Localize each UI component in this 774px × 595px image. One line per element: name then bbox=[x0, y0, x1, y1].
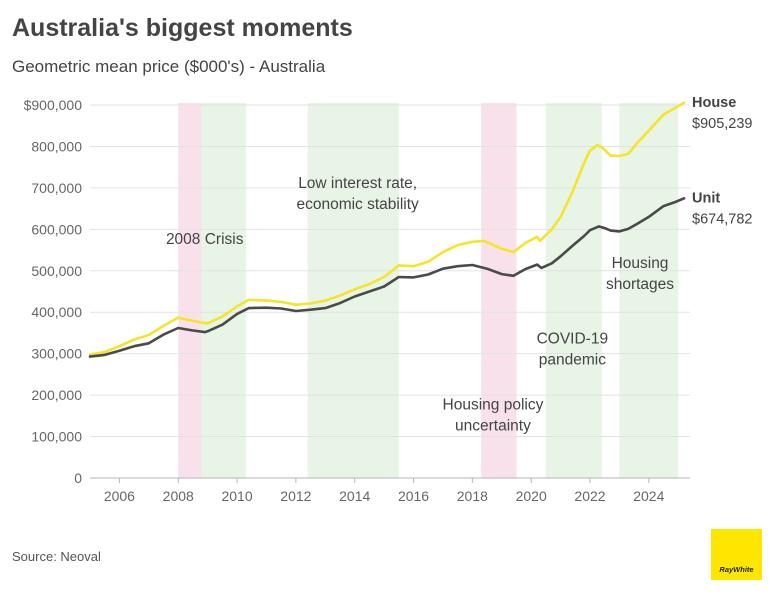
x-tick-label: 2012 bbox=[280, 488, 311, 504]
x-tick-label: 2008 bbox=[163, 488, 194, 504]
event-band-3 bbox=[481, 103, 517, 478]
grid-lines bbox=[90, 104, 690, 479]
y-tick-label: $900,000 bbox=[24, 97, 83, 113]
chart-title: Australia's biggest moments bbox=[12, 14, 353, 42]
event-annotation: 2008 Crisis bbox=[166, 231, 244, 248]
y-tick-label: 600,000 bbox=[31, 221, 82, 237]
logo-text: RayWhite bbox=[719, 565, 754, 574]
event-band-1 bbox=[201, 103, 246, 478]
series-lines bbox=[88, 101, 686, 358]
series-end-labels: House $905,239 Unit $674,782 bbox=[692, 95, 752, 228]
event-annotation: COVID-19 pandemic bbox=[537, 330, 609, 368]
house-end-value: $905,239 bbox=[692, 116, 752, 132]
y-tick-label: 400,000 bbox=[31, 304, 82, 320]
unit-series-line bbox=[88, 197, 686, 358]
raywhite-logo: RayWhite bbox=[711, 529, 762, 580]
y-tick-label: 0 bbox=[74, 470, 82, 486]
x-axis-ticks: 2006 2008 2010 2012 2014 2016 2018 2020 2022 2024 bbox=[104, 478, 665, 504]
x-tick-label: 2010 bbox=[221, 488, 252, 504]
x-tick-label: 2024 bbox=[633, 488, 664, 504]
y-tick-label: 500,000 bbox=[31, 263, 82, 279]
chart-subtitle: Geometric mean price ($000's) - Australi… bbox=[12, 57, 326, 76]
y-tick-label: 300,000 bbox=[31, 346, 82, 362]
x-tick-label: 2022 bbox=[574, 488, 605, 504]
house-series-line bbox=[88, 101, 686, 356]
event-band-5 bbox=[619, 103, 679, 478]
y-tick-label: 100,000 bbox=[31, 429, 82, 445]
event-annotations: 2008 Crisis Low interest rate, economic st… bbox=[166, 175, 674, 435]
event-annotation: Housing policy uncertainty bbox=[443, 397, 544, 435]
x-tick-label: 2016 bbox=[398, 488, 429, 504]
unit-series-label: Unit bbox=[692, 190, 720, 206]
x-tick-label: 2014 bbox=[339, 488, 370, 504]
y-tick-label: 200,000 bbox=[31, 387, 82, 403]
x-tick-label: 2020 bbox=[516, 488, 547, 504]
event-annotation: Housing shortages bbox=[606, 255, 674, 293]
house-series-label: House bbox=[692, 95, 736, 111]
x-tick-label: 2006 bbox=[104, 488, 135, 504]
event-band-0 bbox=[178, 103, 202, 478]
x-tick-label: 2018 bbox=[457, 488, 488, 504]
event-bands bbox=[178, 103, 679, 478]
y-tick-label: 700,000 bbox=[31, 180, 82, 196]
price-chart: 0 100,000 200,000 300,000 400,000 500,000 600,… bbox=[24, 95, 753, 504]
unit-end-value: $674,782 bbox=[692, 211, 752, 227]
event-band-4 bbox=[545, 103, 602, 478]
y-tick-label: 800,000 bbox=[31, 138, 82, 154]
y-axis-ticks: 0 100,000 200,000 300,000 400,000 500,000 600,… bbox=[24, 97, 83, 486]
event-annotation: Low interest rate, economic stability bbox=[296, 175, 419, 213]
source-note: Source: Neoval bbox=[12, 549, 101, 564]
